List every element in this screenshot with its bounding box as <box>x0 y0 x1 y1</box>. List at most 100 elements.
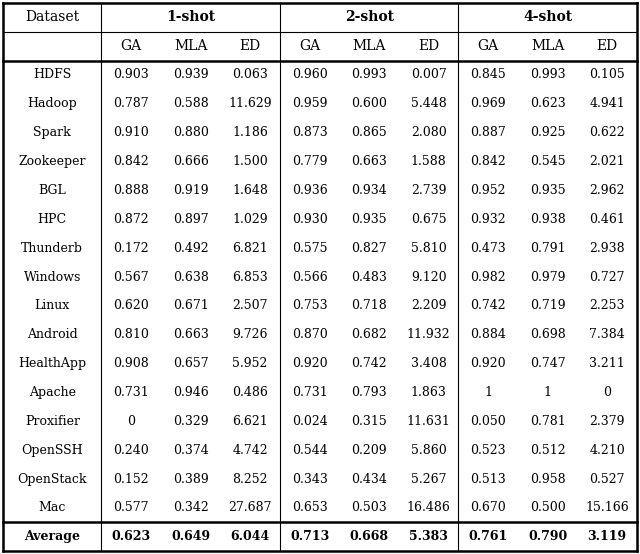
Text: OpenSSH: OpenSSH <box>22 444 83 456</box>
Text: 8.252: 8.252 <box>232 473 268 485</box>
Text: 0.374: 0.374 <box>173 444 209 456</box>
Text: 0.329: 0.329 <box>173 415 209 428</box>
Text: GA: GA <box>120 39 141 53</box>
Text: 0.925: 0.925 <box>530 126 565 139</box>
Text: 0.545: 0.545 <box>530 155 565 168</box>
Text: 0: 0 <box>127 415 135 428</box>
Text: 0.842: 0.842 <box>113 155 149 168</box>
Text: 0.512: 0.512 <box>530 444 565 456</box>
Text: 11.629: 11.629 <box>228 98 272 110</box>
Text: 2.021: 2.021 <box>589 155 625 168</box>
Text: 0.982: 0.982 <box>470 270 506 284</box>
Text: 1.500: 1.500 <box>232 155 268 168</box>
Text: 5.448: 5.448 <box>411 98 447 110</box>
Text: 0.663: 0.663 <box>173 328 209 341</box>
Text: 0.920: 0.920 <box>470 357 506 370</box>
Text: 2.080: 2.080 <box>411 126 447 139</box>
Text: 11.631: 11.631 <box>406 415 451 428</box>
Text: 0.793: 0.793 <box>351 386 387 399</box>
Text: 0.473: 0.473 <box>470 242 506 255</box>
Text: 0.503: 0.503 <box>351 501 387 515</box>
Text: 0.731: 0.731 <box>292 386 328 399</box>
Text: 0.952: 0.952 <box>470 184 506 197</box>
Text: 9.120: 9.120 <box>411 270 447 284</box>
Text: 0.172: 0.172 <box>113 242 149 255</box>
Text: MLA: MLA <box>353 39 386 53</box>
Text: 0.827: 0.827 <box>351 242 387 255</box>
Text: 4-shot: 4-shot <box>523 10 572 24</box>
Text: 0.566: 0.566 <box>292 270 328 284</box>
Text: 0.105: 0.105 <box>589 69 625 81</box>
Text: ED: ED <box>418 39 439 53</box>
Text: OpenStack: OpenStack <box>17 473 87 485</box>
Text: 0.670: 0.670 <box>470 501 506 515</box>
Text: 0.713: 0.713 <box>290 530 329 543</box>
Text: Apache: Apache <box>29 386 76 399</box>
Text: 0.865: 0.865 <box>351 126 387 139</box>
Text: 0.919: 0.919 <box>173 184 209 197</box>
Text: 0.657: 0.657 <box>173 357 209 370</box>
Text: 0.024: 0.024 <box>292 415 328 428</box>
Text: 0.434: 0.434 <box>351 473 387 485</box>
Text: 1.588: 1.588 <box>411 155 447 168</box>
Text: 3.408: 3.408 <box>411 357 447 370</box>
Text: 0.888: 0.888 <box>113 184 149 197</box>
Text: 0.486: 0.486 <box>232 386 268 399</box>
Text: 0.969: 0.969 <box>470 98 506 110</box>
Text: 0.993: 0.993 <box>351 69 387 81</box>
Text: 0.389: 0.389 <box>173 473 209 485</box>
Text: Android: Android <box>27 328 77 341</box>
Text: 0.727: 0.727 <box>589 270 625 284</box>
Text: 2-shot: 2-shot <box>344 10 394 24</box>
Text: 0.731: 0.731 <box>113 386 149 399</box>
Text: 0.939: 0.939 <box>173 69 209 81</box>
Text: 0.958: 0.958 <box>530 473 565 485</box>
Text: 0.513: 0.513 <box>470 473 506 485</box>
Text: 0.343: 0.343 <box>292 473 328 485</box>
Text: GA: GA <box>477 39 499 53</box>
Text: 0.063: 0.063 <box>232 69 268 81</box>
Text: 0.663: 0.663 <box>351 155 387 168</box>
Text: ED: ED <box>596 39 618 53</box>
Text: 0.903: 0.903 <box>113 69 149 81</box>
Text: 0.742: 0.742 <box>351 357 387 370</box>
Text: Hadoop: Hadoop <box>28 98 77 110</box>
Text: BGL: BGL <box>38 184 66 197</box>
Text: 0.979: 0.979 <box>530 270 565 284</box>
Text: 5.383: 5.383 <box>409 530 448 543</box>
Text: 16.486: 16.486 <box>406 501 451 515</box>
Text: 0: 0 <box>603 386 611 399</box>
Text: 3.211: 3.211 <box>589 357 625 370</box>
Text: 0.787: 0.787 <box>113 98 149 110</box>
Text: HealthApp: HealthApp <box>19 357 86 370</box>
Text: 2.379: 2.379 <box>589 415 625 428</box>
Text: 0.920: 0.920 <box>292 357 328 370</box>
Text: 0.577: 0.577 <box>113 501 149 515</box>
Text: 0.622: 0.622 <box>589 126 625 139</box>
Text: 0.050: 0.050 <box>470 415 506 428</box>
Text: Linux: Linux <box>35 299 70 312</box>
Text: 6.853: 6.853 <box>232 270 268 284</box>
Text: 0.791: 0.791 <box>530 242 565 255</box>
Text: Mac: Mac <box>38 501 66 515</box>
Text: 1.029: 1.029 <box>232 213 268 226</box>
Text: 0.527: 0.527 <box>589 473 625 485</box>
Text: 4.210: 4.210 <box>589 444 625 456</box>
Text: 1-shot: 1-shot <box>166 10 215 24</box>
Text: 0.623: 0.623 <box>530 98 566 110</box>
Text: Average: Average <box>24 530 80 543</box>
Text: HDFS: HDFS <box>33 69 72 81</box>
Text: ED: ED <box>239 39 260 53</box>
Text: 0.567: 0.567 <box>113 270 149 284</box>
Text: 2.962: 2.962 <box>589 184 625 197</box>
Text: 0.935: 0.935 <box>530 184 565 197</box>
Text: 0.872: 0.872 <box>113 213 149 226</box>
Text: 0.588: 0.588 <box>173 98 209 110</box>
Text: MLA: MLA <box>531 39 564 53</box>
Text: 2.739: 2.739 <box>411 184 446 197</box>
Text: 0.938: 0.938 <box>530 213 566 226</box>
Text: 0.842: 0.842 <box>470 155 506 168</box>
Text: 0.675: 0.675 <box>411 213 447 226</box>
Text: 0.960: 0.960 <box>292 69 328 81</box>
Text: 0.492: 0.492 <box>173 242 209 255</box>
